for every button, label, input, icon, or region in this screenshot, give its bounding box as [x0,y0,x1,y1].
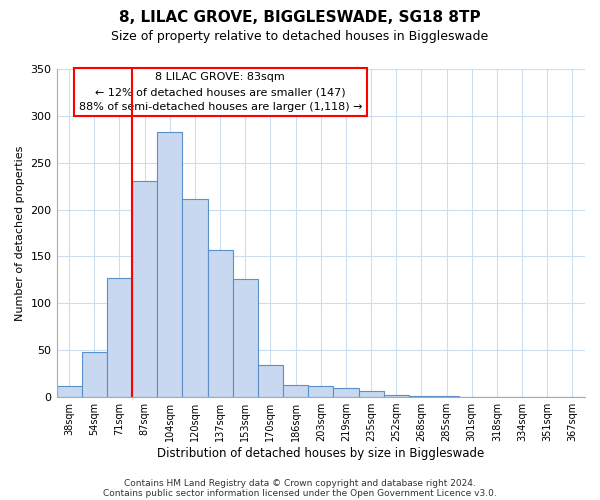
Bar [107,278,132,397]
Bar [283,385,308,397]
Text: Size of property relative to detached houses in Biggleswade: Size of property relative to detached ho… [112,30,488,43]
Y-axis label: Number of detached properties: Number of detached properties [15,146,25,320]
Bar [182,200,208,397]
Text: Contains HM Land Registry data © Crown copyright and database right 2024.: Contains HM Land Registry data © Crown c… [124,478,476,488]
Bar [258,365,283,397]
Bar [434,396,459,397]
Text: Contains public sector information licensed under the Open Government Licence v3: Contains public sector information licen… [103,488,497,498]
X-axis label: Distribution of detached houses by size in Biggleswade: Distribution of detached houses by size … [157,447,484,460]
Text: 8, LILAC GROVE, BIGGLESWADE, SG18 8TP: 8, LILAC GROVE, BIGGLESWADE, SG18 8TP [119,10,481,25]
Bar [56,386,82,397]
Bar [82,352,107,397]
Bar [409,396,434,397]
Bar [157,132,182,397]
Bar [308,386,334,397]
Bar [208,250,233,397]
Bar [383,395,409,397]
Bar [233,279,258,397]
Bar [334,388,359,397]
Bar [359,392,383,397]
Text: 8 LILAC GROVE: 83sqm
← 12% of detached houses are smaller (147)
88% of semi-deta: 8 LILAC GROVE: 83sqm ← 12% of detached h… [79,72,362,112]
Bar [132,180,157,397]
